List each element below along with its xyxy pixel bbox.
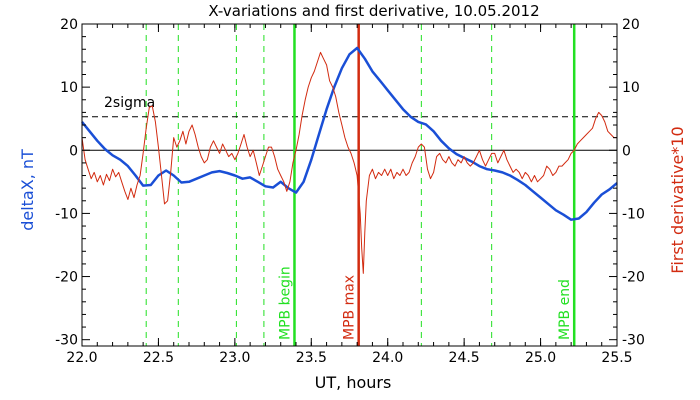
y-tick-label-right-0: -30 [622,333,645,349]
y-tick-label-left-3: 0 [69,143,78,159]
chart-title: X-variations and first derivative, 10.05… [208,2,539,20]
plot-frame [81,23,618,347]
y-tick-label-right-1: -20 [622,270,645,286]
y-axis-label-right: First derivative*10 [668,126,687,273]
sigma-label: 2sigma [104,95,155,111]
y-axis-label-left: deltaX, nT [18,149,37,231]
x-tick-label-3: 23.5 [296,350,327,366]
y-tick-label-left-1: -20 [55,270,78,286]
x-tick-label-5: 24.5 [449,350,480,366]
x-tick-label-7: 25.5 [601,350,632,366]
x-tick-label-1: 22.5 [143,350,174,366]
series-line-0 [81,46,618,221]
x-tick-label-2: 23.0 [219,350,250,366]
y-tick-label-right-3: 0 [622,143,631,159]
y-tick-label-right-2: -10 [622,206,645,222]
x-tick-label-0: 22.0 [66,350,97,366]
event-label-0: MPB begin [277,266,293,340]
y-tick-label-left-5: 20 [60,17,78,33]
y-tick-label-left-4: 10 [60,80,78,96]
plot-area: 2sigma MPB begin MPB max MPB end 22.0 22.5 23.… [55,17,645,366]
event-label-2: MPB end [557,279,573,340]
y-tick-label-right-4: 10 [622,80,640,96]
y-tick-label-left-0: -30 [55,333,78,349]
x-tick-label-6: 25.0 [525,350,556,366]
event-label-1: MPB max [342,275,358,340]
y-tick-label-right-5: 20 [622,17,640,33]
x-axis-label: UT, hours [315,373,392,392]
y-tick-label-left-2: -10 [55,206,78,222]
x-tick-label-4: 24.0 [372,350,403,366]
series-line-1 [81,51,617,274]
